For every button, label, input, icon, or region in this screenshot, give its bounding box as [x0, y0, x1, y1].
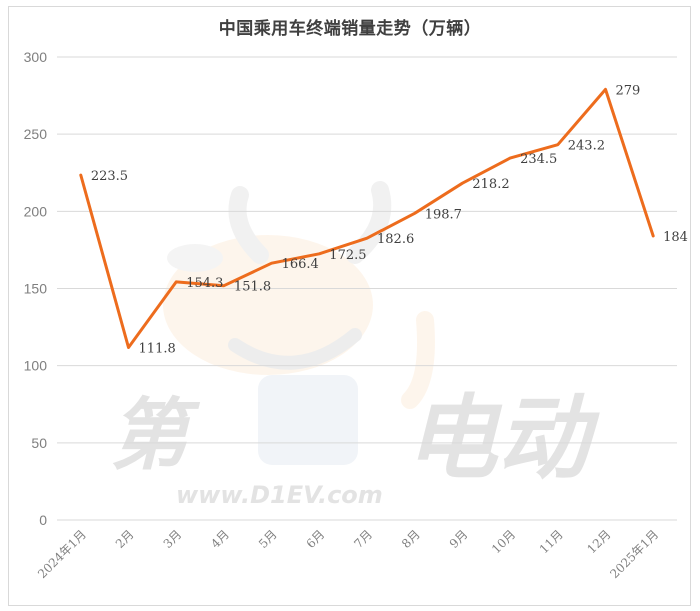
- x-tick-label: 2024年1月: [35, 527, 89, 581]
- data-label: 172.5: [329, 248, 366, 263]
- data-label: 182.6: [377, 232, 414, 247]
- x-tick-label: 10月: [489, 527, 518, 556]
- sales-line: [79, 87, 655, 349]
- data-label: 166.4: [282, 257, 319, 272]
- data-label: 154.3: [186, 276, 223, 291]
- x-tick-label: 8月: [399, 527, 423, 551]
- chart-title: 中国乘用车终端销量走势（万辆）: [218, 19, 482, 39]
- x-tick-label: 6月: [304, 527, 328, 551]
- data-label: 279: [615, 83, 640, 98]
- watermark-char-left: 第: [110, 391, 201, 481]
- data-label: 111.8: [139, 341, 176, 356]
- x-tick-label: 2025年1月: [607, 527, 661, 581]
- y-tick-label: 100: [24, 358, 48, 374]
- x-tick-label: 9月: [447, 527, 471, 551]
- watermark: 第 电动 www.D1EV.com: [110, 181, 600, 509]
- y-tick-label: 250: [24, 126, 48, 142]
- data-label: 151.8: [234, 280, 271, 295]
- watermark-url: www.D1EV.com: [176, 481, 383, 509]
- y-tick-label: 300: [24, 49, 48, 65]
- data-label: 223.5: [91, 169, 128, 184]
- x-tick-label: 5月: [256, 527, 280, 551]
- y-tick-label: 0: [39, 512, 47, 528]
- y-tick-label: 150: [24, 281, 48, 297]
- y-axis: 0 50 100 150 200 250 300: [24, 49, 48, 528]
- data-label: 218.2: [472, 177, 509, 192]
- y-tick-label: 50: [31, 435, 47, 451]
- data-labels: 223.5 111.8 154.3 151.8 166.4 172.5 182.6 198.7…: [91, 83, 688, 356]
- data-label: 234.5: [520, 152, 557, 167]
- x-tick-label: 12月: [584, 527, 613, 556]
- x-tick-label: 2月: [113, 527, 137, 551]
- y-tick-label: 200: [24, 203, 48, 219]
- x-tick-label: 4月: [208, 527, 232, 551]
- x-tick-label: 3月: [161, 527, 185, 551]
- data-label: 184: [663, 230, 688, 245]
- data-label: 198.7: [425, 207, 462, 222]
- data-label: 243.2: [568, 139, 605, 154]
- watermark-chars-right: 电动: [405, 385, 600, 492]
- x-tick-label: 11月: [537, 527, 566, 556]
- gridlines: [57, 56, 677, 521]
- x-tick-label: 7月: [351, 527, 375, 551]
